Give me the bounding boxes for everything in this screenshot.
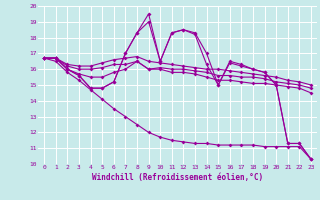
X-axis label: Windchill (Refroidissement éolien,°C): Windchill (Refroidissement éolien,°C) xyxy=(92,173,263,182)
